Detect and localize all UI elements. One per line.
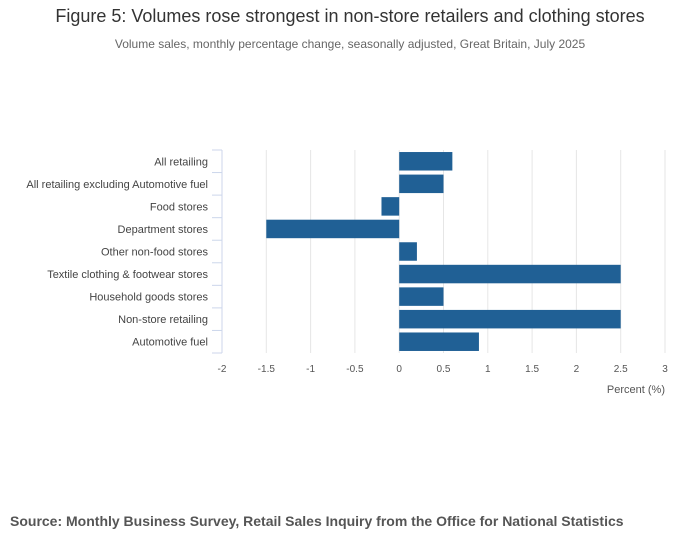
bar[interactable] <box>399 332 479 351</box>
bar[interactable] <box>266 219 400 239</box>
category-label: Other non-food stores <box>101 247 209 259</box>
chart-subtitle: Volume sales, monthly percentage change,… <box>114 37 586 51</box>
y-axis <box>212 149 223 354</box>
source-note: Source: Monthly Business Survey, Retail … <box>10 513 624 529</box>
category-label: Household goods stores <box>89 292 208 304</box>
category-label: Textile clothing & footwear stores <box>47 269 208 281</box>
x-tick-label: 2.5 <box>614 364 628 375</box>
x-tick-label: 3 <box>662 364 668 375</box>
category-label: All retailing excluding Automotive fuel <box>26 179 208 191</box>
bar[interactable] <box>381 197 400 216</box>
x-tick-label: -1 <box>306 364 315 375</box>
bar[interactable] <box>399 309 621 329</box>
category-label: Non-store retailing <box>118 314 208 326</box>
x-tick-label: -2 <box>218 364 227 375</box>
category-label: Automotive fuel <box>132 337 208 349</box>
category-label: Department stores <box>118 224 209 236</box>
category-label: All retailing <box>154 156 208 168</box>
x-tick-label: 0 <box>396 364 402 375</box>
bar[interactable] <box>399 174 444 194</box>
x-tick-label: 1.5 <box>525 364 539 375</box>
bar[interactable] <box>399 264 621 284</box>
x-tick-label: -0.5 <box>346 364 364 375</box>
bar[interactable] <box>399 152 453 171</box>
x-tick-label: 1 <box>485 364 491 375</box>
category-label: Food stores <box>150 201 209 213</box>
x-tick-labels: -2 -1.5 -1 -0.5 0 0.5 1 1.5 2 2.5 3 <box>218 364 669 375</box>
category-labels: All retailing All retailing excluding Aut… <box>26 156 208 348</box>
x-axis-label: Percent (%) <box>607 384 665 396</box>
x-tick-label: -1.5 <box>258 364 276 375</box>
x-tick-label: 2 <box>574 364 580 375</box>
x-tick-label: 0.5 <box>437 364 451 375</box>
bars <box>266 152 621 351</box>
bar[interactable] <box>399 242 417 261</box>
chart-title: Figure 5: Volumes rose strongest in non-… <box>55 6 645 26</box>
bar[interactable] <box>399 287 444 306</box>
